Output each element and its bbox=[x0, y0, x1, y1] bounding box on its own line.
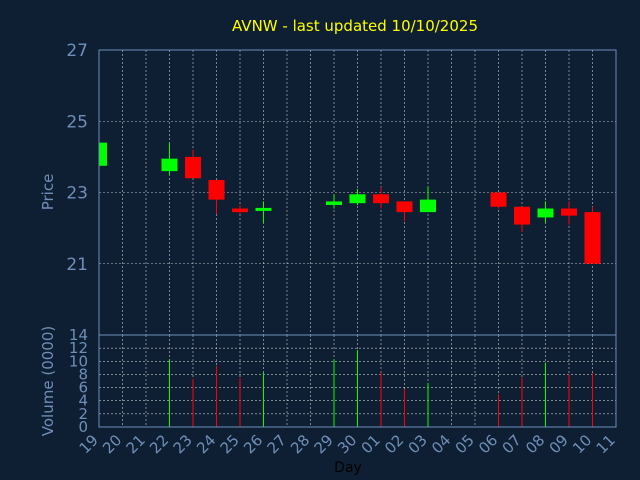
x-tick-label: 27 bbox=[264, 431, 290, 457]
candle-body bbox=[537, 208, 554, 218]
price-y-tick-label: 27 bbox=[66, 41, 88, 61]
candle-body bbox=[490, 192, 507, 207]
price-candles bbox=[98, 142, 601, 264]
candle-body bbox=[208, 180, 225, 200]
x-tick-label: 03 bbox=[405, 431, 431, 457]
price-grid bbox=[98, 49, 617, 335]
candle-body bbox=[373, 194, 389, 204]
x-tick-label: 11 bbox=[593, 431, 619, 457]
x-tick-label: 21 bbox=[123, 431, 149, 457]
x-tick-label: 09 bbox=[546, 431, 572, 457]
x-tick-label: 29 bbox=[311, 431, 337, 457]
volume-y-tick-label: 8 bbox=[78, 365, 88, 383]
candle-body bbox=[396, 201, 413, 213]
x-tick-label: 10 bbox=[569, 431, 595, 457]
volume-y-tick-label: 0 bbox=[78, 418, 88, 436]
x-tick-label: 02 bbox=[381, 431, 407, 457]
chart-title: AVNW - last updated 10/10/2025 bbox=[232, 17, 478, 35]
x-tick-label: 07 bbox=[499, 431, 525, 457]
volume-y-tick-label: 6 bbox=[78, 379, 88, 397]
candle-body bbox=[420, 199, 436, 213]
candle-body bbox=[99, 142, 107, 166]
volume-bars bbox=[169, 350, 593, 427]
volume-y-tick-label: 2 bbox=[78, 405, 88, 423]
price-y-tick-label: 25 bbox=[66, 112, 88, 132]
x-tick-label: 20 bbox=[99, 431, 125, 457]
x-tick-label: 06 bbox=[475, 431, 501, 457]
x-tick-label: 24 bbox=[193, 431, 219, 457]
x-tick-label: 23 bbox=[170, 431, 196, 457]
x-tick-label: 04 bbox=[428, 431, 454, 457]
volume-y-tick-label: 14 bbox=[69, 326, 88, 344]
price-axis-label: Price bbox=[39, 174, 57, 211]
candle-body bbox=[232, 208, 248, 213]
x-tick-label: 25 bbox=[217, 431, 243, 457]
x-tick-label: 22 bbox=[146, 431, 172, 457]
candle-body bbox=[349, 194, 366, 204]
x-axis-label: Day bbox=[334, 460, 362, 476]
x-tick-labels: 1920212223242526272829300102030405060708… bbox=[76, 431, 619, 457]
candle-body bbox=[185, 156, 201, 179]
x-tick-label: 05 bbox=[452, 431, 478, 457]
candle-body bbox=[161, 158, 178, 172]
volume-y-tick-label: 4 bbox=[78, 392, 88, 410]
candle-body bbox=[514, 206, 530, 225]
volume-axis-label: Volume (0000) bbox=[39, 326, 57, 436]
x-tick-label: 08 bbox=[522, 431, 548, 457]
candle-body bbox=[561, 208, 577, 216]
candle-body bbox=[255, 207, 272, 211]
volume-y-tick-label: 12 bbox=[69, 339, 88, 357]
x-tick-label: 01 bbox=[358, 431, 384, 457]
x-tick-label: 26 bbox=[240, 431, 266, 457]
price-y-tick-label: 23 bbox=[66, 184, 88, 204]
x-tick-label: 28 bbox=[287, 431, 313, 457]
price-y-tick-label: 21 bbox=[66, 255, 88, 275]
x-tick-label: 30 bbox=[334, 431, 360, 457]
candle-body bbox=[326, 201, 342, 205]
price-y-tick-labels: 21 23 25 27 bbox=[66, 41, 88, 275]
candle-body bbox=[584, 212, 601, 264]
volume-panel-frame bbox=[98, 334, 617, 428]
volume-y-tick-label: 10 bbox=[69, 352, 88, 370]
